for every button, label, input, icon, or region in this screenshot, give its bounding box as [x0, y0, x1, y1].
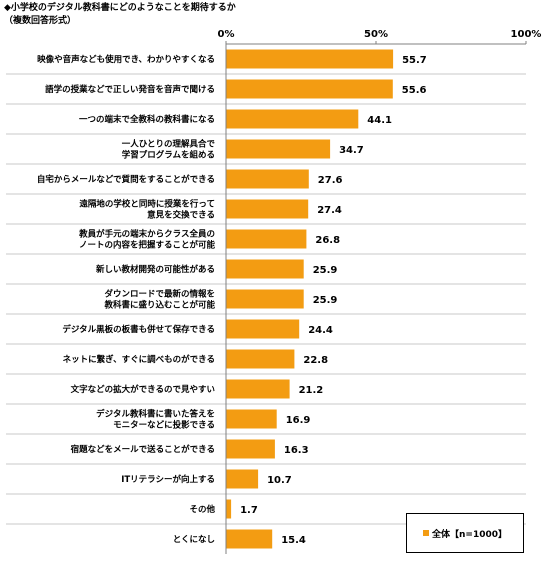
row-separators: [6, 73, 526, 525]
category-label: 自宅からメールなどで質問をすることができる: [37, 174, 215, 185]
category-label: 映像や音声なども使用でき、わかりやすくなる: [37, 54, 215, 65]
value-label: 15.4: [281, 535, 306, 546]
bars: [226, 49, 394, 549]
legend-label: 全体【n=1000】: [432, 529, 507, 540]
value-label: 1.7: [240, 505, 258, 516]
bar: [226, 469, 259, 489]
category-label: 学習プログラムを組める: [122, 150, 215, 161]
bar: [226, 409, 277, 429]
bar: [226, 109, 359, 129]
category-label: 文字などの拡大ができるので見やすい: [71, 384, 215, 395]
category-label: その他: [189, 504, 215, 515]
bar: [226, 169, 309, 189]
category-label: デジタル教科書に書いた答えを: [96, 409, 215, 420]
category-label: 一つの端末で全教科の教科書になる: [79, 114, 215, 125]
category-label: 一人ひとりの理解具合で: [122, 139, 216, 150]
bar: [226, 229, 307, 249]
bar: [226, 319, 300, 339]
value-label: 55.6: [402, 85, 427, 96]
bar: [226, 199, 309, 219]
x-tick-label: 100%: [511, 29, 542, 40]
category-label: とくになし: [173, 535, 215, 545]
category-labels: 映像や音声なども使用でき、わかりやすくなる語学の授業などで正しい発音を音声で聞け…: [37, 54, 216, 545]
category-label: モニターなどに投影できる: [113, 420, 215, 431]
bar: [226, 289, 304, 309]
category-label: デジタル黒板の板書も併せて保存できる: [62, 324, 215, 335]
category-label: 教科書に盛り込むことが可能: [103, 300, 215, 311]
x-tick-label: 0%: [218, 29, 235, 40]
chart-title: ◆小学校のデジタル教科書にどのようなことを期待するか （複数回答形式）: [4, 2, 236, 28]
chart-title-line1: ◆小学校のデジタル教科書にどのようなことを期待するか: [4, 3, 236, 13]
category-label: ネットに繋ぎ、すぐに調べものができる: [63, 354, 215, 365]
chart-subtitle: （複数回答形式）: [4, 16, 77, 26]
value-label: 27.6: [318, 175, 343, 186]
bar: [226, 529, 273, 549]
value-label: 26.8: [315, 235, 340, 246]
bar: [226, 349, 295, 369]
value-label: 16.3: [284, 445, 309, 456]
axes: [225, 43, 526, 554]
value-label: 55.7: [402, 55, 427, 66]
category-label: 新しい教材開発の可能性がある: [96, 264, 215, 275]
bar: [226, 379, 290, 399]
category-label: 教員が手元の端末からクラス全員の: [78, 229, 215, 240]
legend-swatch: [423, 530, 429, 536]
category-label: 意見を交換できる: [147, 210, 215, 221]
category-label: 遠隔地の学校と同時に授業を行って: [79, 199, 215, 210]
value-label: 24.4: [308, 325, 333, 336]
legend: 全体【n=1000】: [406, 513, 524, 553]
x-tick-label: 50%: [364, 29, 388, 40]
bar: [226, 139, 331, 159]
value-label: 27.4: [317, 205, 342, 216]
category-label: ノートの内容を把握することが可能: [79, 240, 216, 251]
value-label: 34.7: [339, 145, 364, 156]
value-label: 25.9: [313, 295, 338, 306]
x-axis-ticks: 0% 50% 100%: [218, 29, 542, 44]
category-label: 語学の授業などで正しい発音を音声で聞ける: [45, 84, 215, 95]
bar: [226, 259, 304, 279]
value-label: 22.8: [303, 355, 328, 366]
value-label: 21.2: [299, 385, 324, 396]
category-label: 宿題などをメールで送ることができる: [71, 444, 215, 455]
bar: [226, 499, 232, 519]
category-label: ダウンロードで最新の情報を: [104, 289, 215, 300]
bar: [226, 439, 275, 459]
bar: [226, 79, 393, 99]
value-label: 25.9: [313, 265, 338, 276]
value-label: 10.7: [267, 475, 292, 486]
category-label: ITリテラシーが向上する: [121, 474, 215, 485]
value-labels: 55.7 55.6 44.1 34.7 27.6 27.4 26.8 25.9 25.9 24.4…: [240, 55, 427, 546]
value-label: 44.1: [367, 115, 392, 126]
bar: [226, 49, 394, 69]
value-label: 16.9: [286, 415, 311, 426]
